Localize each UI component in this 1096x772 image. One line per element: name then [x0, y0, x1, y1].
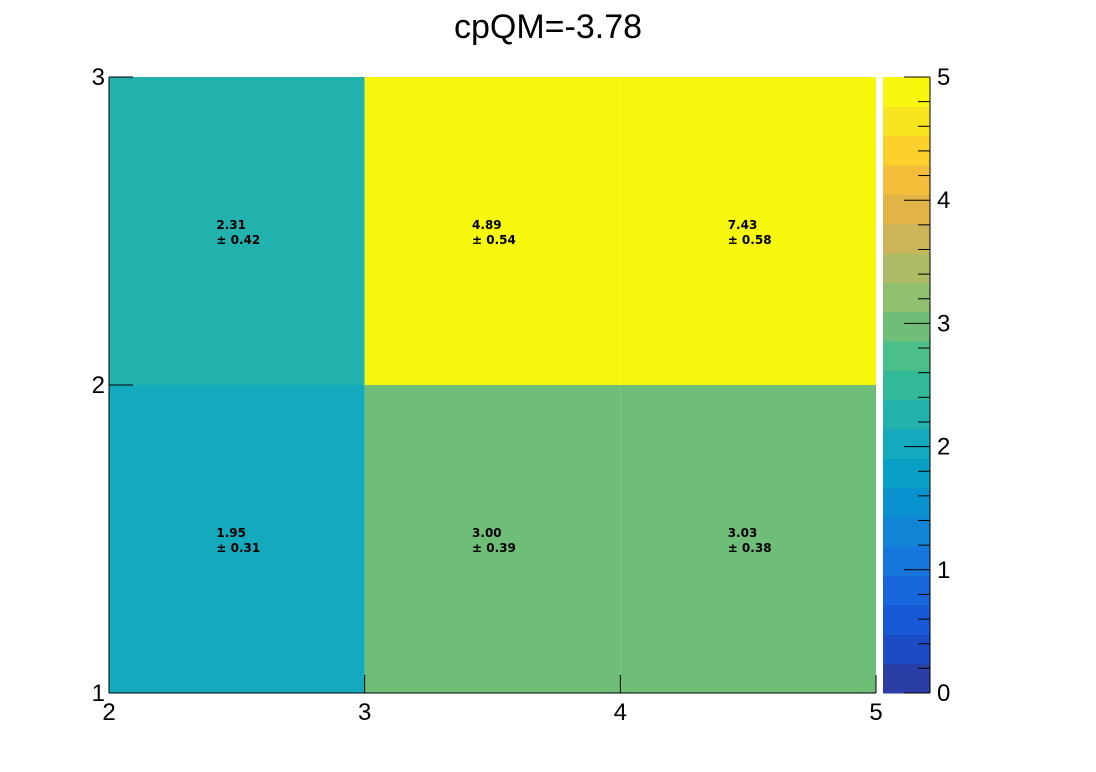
colorbar-swatch: [883, 546, 930, 577]
x-tick-label: 5: [869, 699, 882, 726]
heatmap-cell: [109, 385, 365, 693]
colorbar-swatch: [883, 165, 930, 195]
colorbar-swatch: [883, 341, 930, 371]
colorbar-tick-label: 2: [937, 434, 950, 461]
x-tick-label: 2: [102, 699, 115, 726]
cells-layer: 1.95± 0.31 3.00± 0.39 3.03± 0.38 2.31± 0.42…: [109, 77, 876, 693]
colorbar-swatch: [883, 194, 930, 225]
y-tick-label: 3: [92, 64, 105, 91]
colorbar: 0 1 2 3 4 5: [883, 64, 950, 707]
colorbar-swatch: [883, 458, 930, 489]
cell-value-label: 7.43: [728, 218, 758, 232]
cell-value-label: 2.31: [216, 218, 246, 232]
colorbar-tick-label: 3: [937, 310, 950, 337]
cell-error-label: ± 0.54: [472, 233, 516, 247]
colorbar-swatch: [883, 517, 930, 547]
colorbar-tick-label: 1: [937, 557, 950, 584]
colorbar-tick-label: 4: [937, 187, 950, 214]
cell-error-label: ± 0.58: [728, 233, 772, 247]
heatmap-cell: [364, 385, 621, 693]
colorbar-swatch: [883, 634, 930, 665]
colorbar-swatch: [883, 370, 930, 401]
colorbar-swatch: [883, 429, 930, 459]
heatmap-cell: [620, 77, 876, 385]
x-tick-label: 4: [614, 699, 627, 726]
x-tick-label: 3: [358, 699, 371, 726]
cell-error-label: ± 0.31: [216, 541, 260, 555]
cell-value-label: 4.89: [472, 218, 502, 232]
cell-value-label: 3.00: [472, 526, 502, 540]
colorbar-swatch: [883, 605, 930, 635]
cell-error-label: ± 0.39: [472, 541, 516, 555]
heatmap-cell: [364, 77, 621, 385]
colorbar-swatch: [883, 77, 930, 107]
colorbar-tick-label: 0: [937, 680, 950, 707]
y-tick-label: 2: [92, 372, 105, 399]
chart-title: cpQM=-3.78: [454, 8, 642, 46]
colorbar-swatch: [883, 575, 930, 606]
colorbar-swatch: [883, 487, 930, 518]
colorbar-swatch: [883, 399, 930, 430]
colorbar-swatch: [883, 253, 930, 283]
cell-error-label: ± 0.42: [216, 233, 260, 247]
colorbar-swatch: [883, 106, 930, 137]
cell-value-label: 1.95: [216, 526, 246, 540]
colorbar-swatch: [883, 223, 930, 254]
heatmap-cell: [109, 77, 365, 385]
colorbar-swatch: [883, 282, 930, 313]
y-tick-label: 1: [92, 680, 105, 707]
cell-value-label: 3.03: [728, 526, 758, 540]
heatmap-cell: [620, 385, 876, 693]
cell-error-label: ± 0.38: [728, 541, 772, 555]
colorbar-swatch: [883, 311, 930, 342]
colorbar-tick-label: 5: [937, 64, 950, 91]
